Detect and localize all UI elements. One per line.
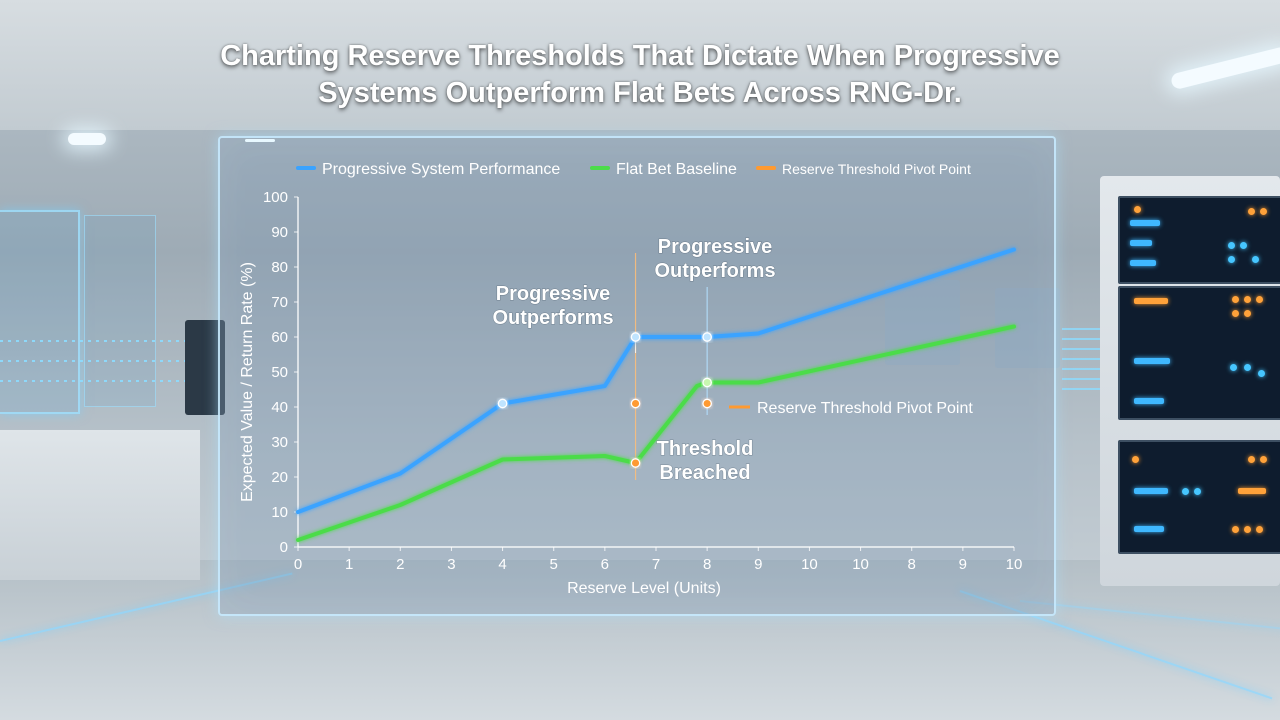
data-point-marker (702, 398, 712, 409)
x-tick-label: 3 (447, 556, 455, 573)
x-tick-label: 10 (1006, 556, 1023, 573)
legend-label: Progressive System Performance (322, 161, 560, 178)
x-tick-label: 4 (498, 556, 506, 573)
ceiling (0, 0, 1280, 130)
annotation-text: Threshold (657, 438, 754, 460)
data-point-marker (497, 398, 508, 409)
y-tick-label: 10 (271, 504, 288, 521)
chart-panel (218, 136, 1056, 616)
legend-label: Reserve Threshold Pivot Point (782, 161, 971, 177)
y-tick-label: 30 (271, 434, 288, 451)
data-point-marker (702, 377, 712, 388)
x-tick-label: 0 (294, 556, 302, 573)
server-panel (1118, 440, 1280, 554)
pivot-label: Reserve Threshold Pivot Point (757, 400, 973, 417)
x-tick-label: 10 (801, 556, 818, 573)
x-axis-title: Reserve Level (Units) (567, 580, 721, 597)
y-tick-label: 90 (271, 224, 288, 241)
y-tick-label: 20 (271, 469, 288, 486)
annotation-text: Breached (659, 462, 750, 484)
y-tick-label: 0 (280, 539, 288, 556)
annotation-text: Progressive (658, 236, 773, 258)
data-point-marker (702, 332, 712, 342)
series-line-0 (296, 247, 1016, 514)
holo-dots (0, 380, 205, 382)
holo-dots (0, 360, 190, 362)
y-tick-label: 100 (263, 189, 288, 206)
y-tick-label: 40 (271, 399, 288, 416)
title-line-2: Systems Outperform Flat Bets Across RNG-… (318, 77, 962, 109)
data-point-marker (630, 458, 641, 468)
x-tick-label: 2 (396, 556, 404, 573)
x-tick-label: 9 (754, 556, 762, 573)
y-axis-title: Expected Value / Return Rate (%) (239, 262, 256, 502)
holo-dots (1062, 320, 1100, 390)
x-tick-label: 8 (703, 556, 711, 573)
data-point-marker (630, 398, 641, 409)
desk (0, 430, 200, 580)
annotation-text: Outperforms (492, 307, 613, 329)
y-tick-label: 80 (271, 259, 288, 276)
x-tick-label: 5 (550, 556, 558, 573)
holo-screen (84, 215, 156, 407)
legend-label: Flat Bet Baseline (616, 161, 737, 178)
panel-highlight (245, 139, 275, 142)
server-panel (1118, 196, 1280, 284)
y-tick-label: 60 (271, 329, 288, 346)
x-tick-label: 7 (652, 556, 660, 573)
server-panel (1118, 286, 1280, 420)
annotation-text: Outperforms (654, 260, 775, 282)
data-point-marker (630, 332, 641, 342)
ceiling-light (68, 133, 106, 145)
x-tick-label: 1 (345, 556, 353, 573)
y-tick-label: 70 (271, 294, 288, 311)
holo-dots (0, 340, 210, 342)
x-tick-label: 10 (852, 556, 869, 573)
annotation-text: Progressive (496, 283, 611, 305)
title-line-1: Charting Reserve Thresholds That Dictate… (220, 40, 1060, 72)
floor (0, 560, 1280, 720)
x-tick-label: 9 (959, 556, 967, 573)
x-tick-label: 8 (908, 556, 916, 573)
x-tick-label: 6 (601, 556, 609, 573)
y-tick-label: 50 (271, 364, 288, 381)
chart-title: Charting Reserve Thresholds That Dictate… (140, 38, 1140, 112)
series-line-1 (296, 324, 1016, 542)
